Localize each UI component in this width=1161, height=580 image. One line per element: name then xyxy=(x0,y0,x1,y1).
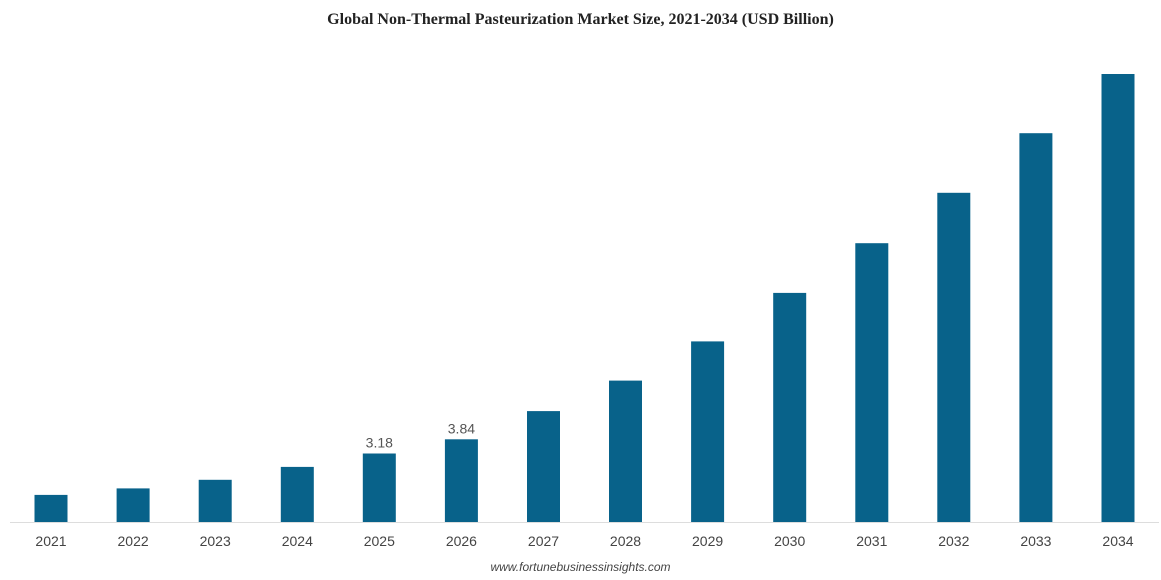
x-tick-label-2021: 2021 xyxy=(35,533,66,549)
x-tick-label-2031: 2031 xyxy=(856,533,887,549)
x-tick-label-2022: 2022 xyxy=(118,533,149,549)
x-tick-label-2030: 2030 xyxy=(774,533,805,549)
chart-title: Global Non-Thermal Pasteurization Market… xyxy=(327,11,834,28)
data-label-2025: 3.18 xyxy=(366,435,393,451)
x-tick-label-2032: 2032 xyxy=(938,533,969,549)
bar-2027 xyxy=(527,411,560,522)
x-tick-labels: 2021 2022 2023 2024 2025 2026 2027 2028 2029 2030… xyxy=(35,533,1133,549)
bar-2029 xyxy=(691,341,725,522)
bar-2033 xyxy=(1019,133,1053,522)
x-tick-label-2027: 2027 xyxy=(528,533,559,549)
bar-2028 xyxy=(609,380,642,522)
bar-2023 xyxy=(198,479,232,522)
bar-2021 xyxy=(34,494,68,522)
bar-2025 xyxy=(362,453,396,522)
x-tick-label-2025: 2025 xyxy=(364,533,395,549)
bars-group xyxy=(34,74,1135,523)
bar-2034 xyxy=(1101,74,1135,522)
data-label-2026: 3.84 xyxy=(448,420,475,436)
x-tick-label-2028: 2028 xyxy=(610,533,641,549)
x-tick-label-2024: 2024 xyxy=(282,533,313,549)
bar-2030 xyxy=(773,292,807,522)
bar-2024 xyxy=(280,466,314,522)
x-tick-label-2034: 2034 xyxy=(1102,533,1133,549)
bar-2022 xyxy=(116,488,150,522)
x-tick-label-2023: 2023 xyxy=(200,533,231,549)
bar-2031 xyxy=(855,243,889,522)
source-credit: www.fortunebusinessinsights.com xyxy=(490,560,671,574)
bar-2032 xyxy=(937,192,971,523)
data-labels: 3.18 3.84 xyxy=(366,420,476,450)
bar-2026 xyxy=(444,439,478,522)
x-tick-label-2029: 2029 xyxy=(692,533,723,549)
x-tick-label-2026: 2026 xyxy=(446,533,477,549)
x-tick-label-2033: 2033 xyxy=(1020,533,1051,549)
